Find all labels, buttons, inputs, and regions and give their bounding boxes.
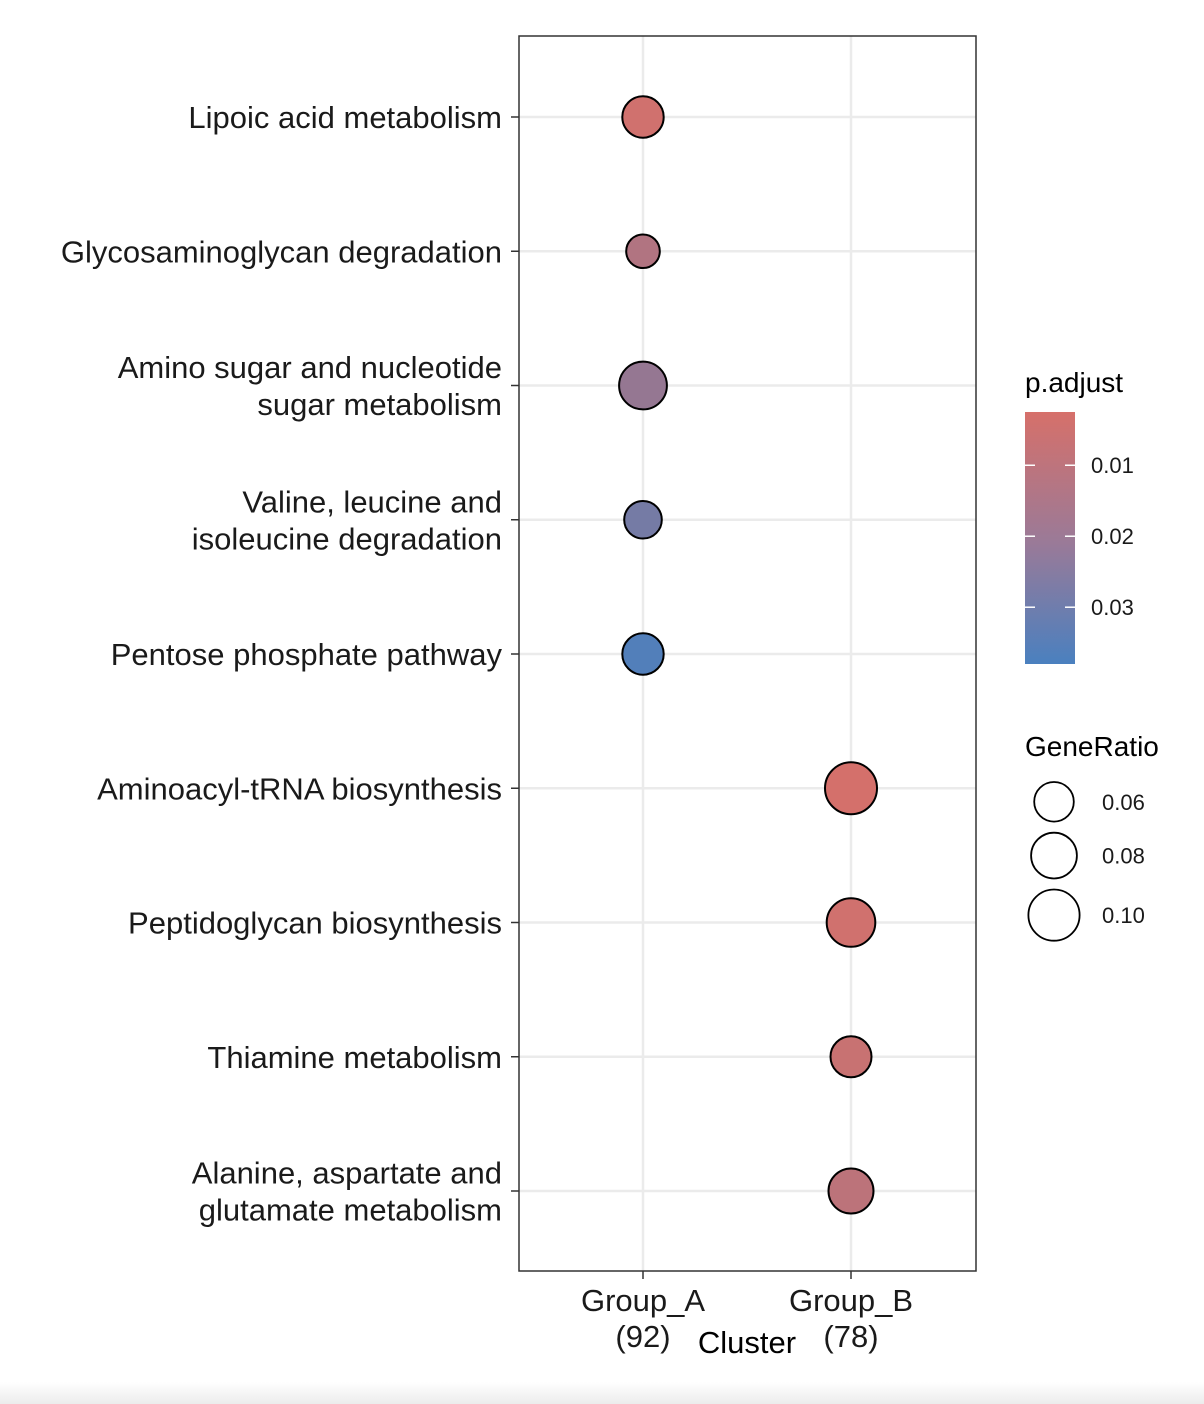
color-legend-label: 0.02: [1091, 524, 1134, 549]
color-legend: p.adjust 0.01 0.02 0.03: [1025, 367, 1134, 664]
y-tick-label: Glycosaminoglycan degradation: [61, 234, 502, 269]
y-tick-label: Alanine, aspartate and: [192, 1156, 502, 1191]
y-tick-label: Aminoacyl-tRNA biosynthesis: [97, 771, 502, 806]
y-tick-label: Thiamine metabolism: [207, 1040, 502, 1075]
y-tick-label: Pentose phosphate pathway: [111, 637, 503, 672]
data-points: [618, 95, 878, 1215]
data-point: [618, 360, 668, 411]
color-legend-label: 0.01: [1091, 453, 1134, 478]
size-legend-circle: [1033, 781, 1075, 823]
color-bar: [1025, 412, 1075, 664]
x-tick-label: Group_B: [789, 1283, 913, 1318]
data-point: [621, 95, 665, 139]
y-tick-label: Amino sugar and nucleotide: [118, 350, 502, 385]
color-legend-label: 0.03: [1091, 595, 1134, 620]
data-point: [621, 632, 665, 676]
x-axis-title: Cluster: [698, 1325, 796, 1360]
data-point: [824, 761, 878, 816]
data-point: [825, 897, 877, 948]
y-tick-label: Valine, leucine and: [242, 484, 502, 519]
size-legend-circle: [1030, 831, 1078, 880]
size-legend-circle: [1027, 888, 1081, 942]
data-point: [625, 233, 661, 270]
data-point: [827, 1167, 875, 1215]
size-legend-label: 0.08: [1102, 844, 1145, 869]
size-legend-label: 0.10: [1102, 903, 1145, 928]
grid-lines: [519, 36, 976, 1271]
x-tick-count: (92): [615, 1319, 670, 1354]
window-bottom-edge: [0, 1382, 1204, 1404]
size-legend: GeneRatio 0.06 0.08 0.10: [1025, 731, 1159, 942]
y-tick-label: Lipoic acid metabolism: [188, 100, 502, 135]
y-tick-label: Peptidoglycan biosynthesis: [128, 906, 502, 941]
y-tick-label: isoleucine degradation: [192, 521, 502, 556]
data-point: [829, 1035, 873, 1079]
size-legend-label: 0.06: [1102, 790, 1145, 815]
data-point: [623, 499, 663, 540]
size-legend-title: GeneRatio: [1025, 731, 1159, 762]
color-legend-title: p.adjust: [1025, 367, 1123, 398]
y-tick-label: glutamate metabolism: [199, 1193, 502, 1228]
x-tick-count: (78): [823, 1319, 878, 1354]
x-tick-label: Group_A: [581, 1283, 705, 1318]
y-axis: Lipoic acid metabolism Glycosaminoglycan …: [61, 100, 519, 1228]
y-tick-label: sugar metabolism: [257, 387, 502, 422]
x-axis: Group_A(92) Group_B(78): [581, 1271, 913, 1354]
